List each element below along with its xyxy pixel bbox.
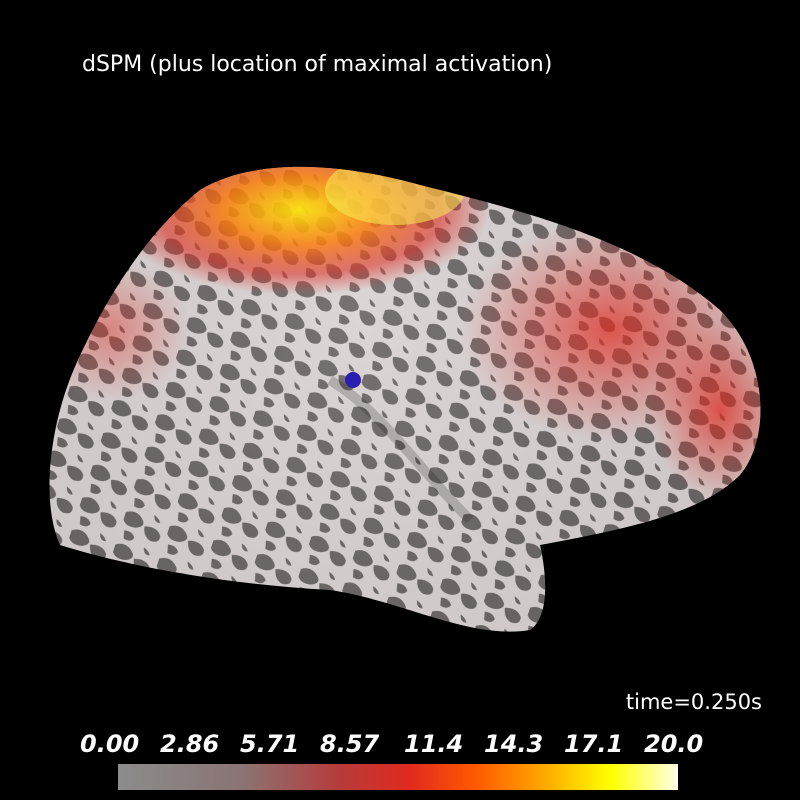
colorbar-tick: 20.0 xyxy=(644,730,704,758)
max-activation-marker xyxy=(345,372,361,388)
colorbar-tick-labels: 0.00 2.86 5.71 8.57 11.4 14.3 17.1 20.0 xyxy=(80,730,720,766)
colorbar-tick: 14.3 xyxy=(484,730,544,758)
time-label: time=0.250s xyxy=(625,690,762,714)
colorbar-tick: 11.4 xyxy=(404,730,464,758)
colorbar-tick: 17.1 xyxy=(564,730,624,758)
colorbar-tick: 0.00 xyxy=(80,730,140,758)
colorbar-tick: 5.71 xyxy=(240,730,300,758)
figure-title: dSPM (plus location of maximal activatio… xyxy=(82,52,553,77)
colorbar-tick: 2.86 xyxy=(160,730,220,758)
colorbar xyxy=(118,764,678,790)
colorbar-tick: 8.57 xyxy=(320,730,380,758)
